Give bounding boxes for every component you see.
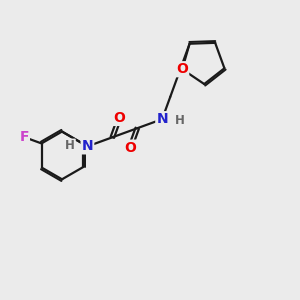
Text: O: O <box>176 62 188 76</box>
Text: F: F <box>20 130 29 144</box>
Text: H: H <box>175 114 184 127</box>
Text: N: N <box>82 140 93 153</box>
Text: H: H <box>65 139 75 152</box>
Text: O: O <box>124 141 136 154</box>
Text: N: N <box>156 112 168 126</box>
Text: O: O <box>113 111 125 125</box>
